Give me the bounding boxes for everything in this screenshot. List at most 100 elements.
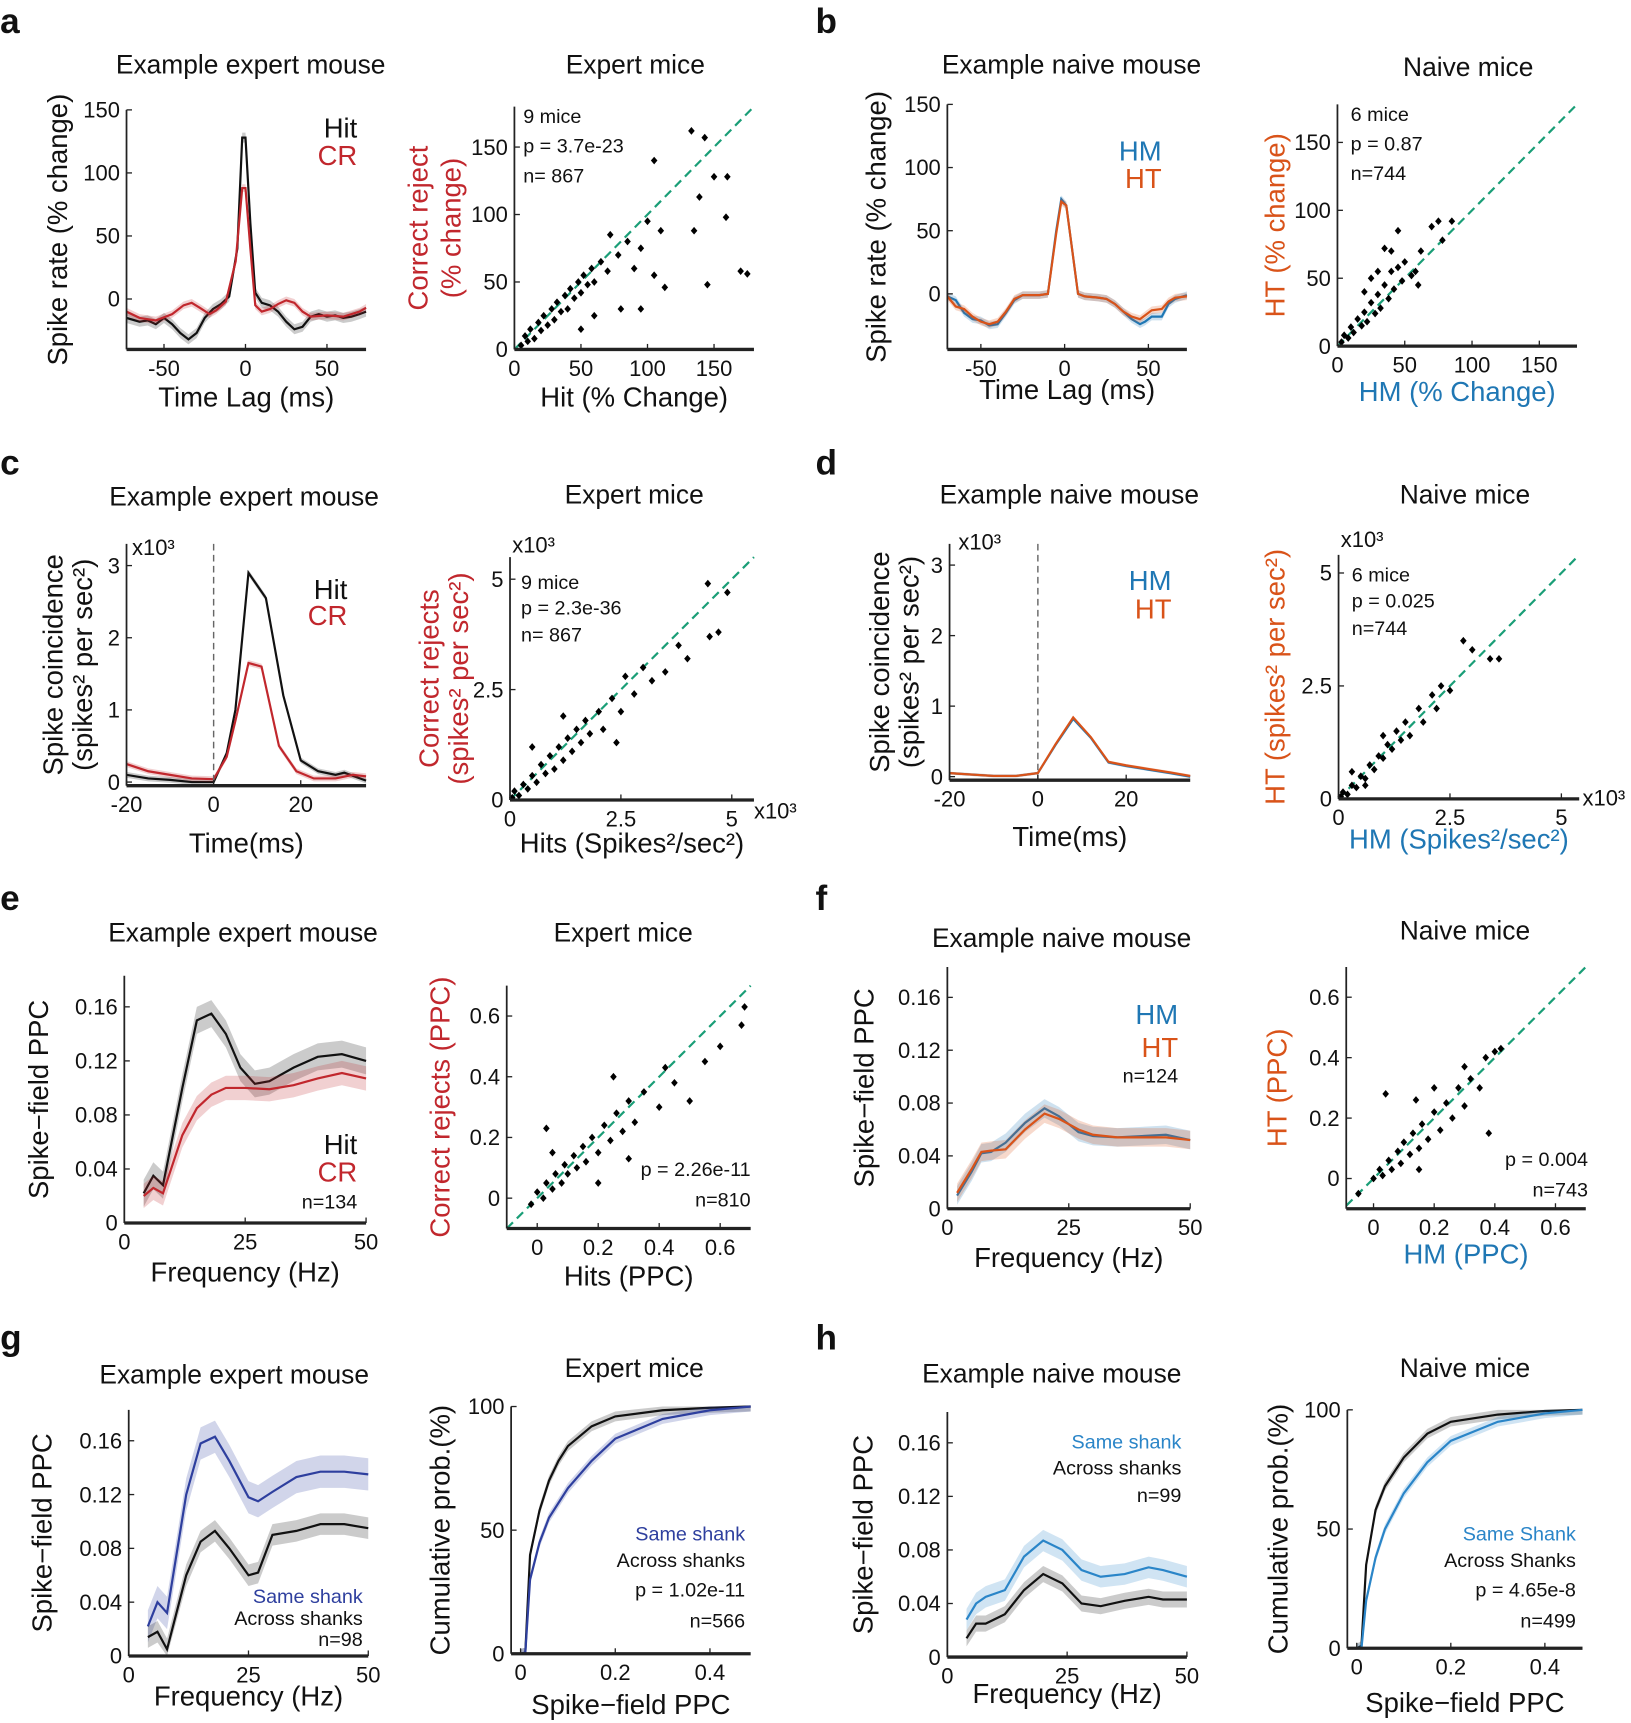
- scatter-point: [1419, 718, 1427, 726]
- y-multiplier: x10³: [512, 533, 555, 558]
- x-tick-label: 50: [354, 1229, 378, 1254]
- scatter-point: [557, 307, 565, 316]
- y-axis-label: Spike−field PPC: [848, 988, 879, 1187]
- unity-line: [505, 984, 752, 1230]
- y-axis-label: Spike−field PPC: [23, 1000, 54, 1199]
- series-line-1: [126, 661, 367, 781]
- scatter-point: [1388, 745, 1396, 754]
- y-axis-label: (spikes² per sec²): [67, 559, 98, 771]
- x-axis-label: Time Lag (ms): [158, 382, 334, 413]
- scatter-point: [688, 127, 695, 135]
- scatter-point: [1417, 247, 1425, 255]
- y-tick-label: 0.04: [898, 1591, 941, 1616]
- scatter-point: [657, 226, 665, 235]
- y-tick-label: 150: [904, 92, 941, 117]
- scatter-point: [1415, 1165, 1423, 1174]
- scatter-point: [524, 337, 532, 346]
- scatter-point: [1443, 1099, 1450, 1107]
- series-line-1: [946, 199, 1188, 326]
- scatter-point: [640, 1088, 648, 1096]
- legend-entry: HM: [1129, 565, 1172, 596]
- scatter-point: [542, 769, 549, 778]
- panel-h1: Example naive mouse 0 25 50 0 0.04 0.08 0.12 0.1…: [847, 1358, 1199, 1709]
- scatter-point: [549, 1148, 556, 1157]
- scatter-point: [1400, 1138, 1408, 1147]
- y-tick-label: 50: [483, 270, 507, 295]
- series-line-0: [146, 1435, 369, 1627]
- y-tick-label: 0: [491, 788, 503, 813]
- series-line-0: [142, 1012, 367, 1194]
- scatter-point: [1371, 309, 1379, 318]
- scatter-point: [1401, 258, 1409, 266]
- y-tick-label: 0.16: [75, 995, 118, 1020]
- x-tick-label: 0: [1332, 805, 1344, 830]
- y-axis-label: Cumulative prob.(%): [1263, 1404, 1294, 1654]
- scatter-point: [1430, 1108, 1438, 1116]
- scatter-point: [671, 1078, 678, 1087]
- y-tick-label: 0: [1327, 1166, 1339, 1191]
- scatter-point: [1353, 783, 1360, 792]
- scatter-point: [1415, 1144, 1423, 1153]
- y-tick-label: 100: [83, 161, 120, 186]
- y-tick-label: 150: [471, 135, 508, 160]
- annotation: p = 4.65e-8: [1475, 1580, 1576, 1602]
- scatter-point: [551, 315, 558, 324]
- annotation: n=124: [1123, 1065, 1179, 1087]
- x-tick-label: -50: [965, 356, 997, 381]
- annotation: p = 2.3e-36: [521, 597, 622, 619]
- error-band-1: [966, 1566, 1187, 1647]
- y-tick-label: 0: [488, 1186, 500, 1211]
- x-tick-label: 0: [504, 806, 516, 831]
- panel-g2: Expert mice 0 0.2 0.4 0 50 100 Spike−field PPC C…: [424, 1353, 751, 1720]
- scatter-point: [701, 133, 709, 142]
- chart-title: Expert mice: [554, 918, 693, 948]
- error-band-0: [966, 1529, 1187, 1631]
- scatter-point: [701, 1057, 709, 1066]
- y-tick-label: 2.5: [473, 677, 504, 702]
- y-tick-label: 3: [931, 553, 943, 578]
- scatter-point: [1379, 1171, 1386, 1180]
- scatter-point: [744, 270, 751, 278]
- scatter-point: [631, 1118, 639, 1127]
- scatter-point: [515, 791, 523, 800]
- scatter-point: [528, 771, 536, 780]
- scatter-point: [706, 632, 713, 641]
- scatter-point: [1406, 1150, 1414, 1159]
- annotation: n=499: [1520, 1610, 1576, 1632]
- x-axis-label: Time(ms): [1012, 821, 1127, 852]
- legend-entry: HT: [1135, 594, 1172, 625]
- panel-d1: Example naive mouse-20 0 200123Time(ms)Spi…: [864, 479, 1199, 852]
- x-multiplier: x10³: [1582, 785, 1625, 810]
- x-tick-label: 2.5: [1435, 805, 1466, 830]
- x-multiplier: x10³: [754, 799, 797, 824]
- x-tick-label: 0.4: [644, 1235, 675, 1260]
- unity-line: [509, 556, 755, 801]
- y-tick-label: 150: [83, 98, 120, 123]
- scatter-point: [590, 311, 598, 320]
- scatter-point: [588, 264, 595, 273]
- y-tick-label: 0: [1319, 334, 1331, 359]
- scatter-point: [1376, 1165, 1383, 1174]
- y-tick-label: 100: [468, 1394, 505, 1419]
- y-tick-label: 0.08: [898, 1538, 941, 1563]
- scatter-point: [1439, 236, 1446, 245]
- scatter-point: [588, 1133, 596, 1142]
- scatter-point: [722, 213, 730, 222]
- legend-entry: Across Shanks: [1444, 1550, 1576, 1572]
- x-tick-label: 0.2: [600, 1660, 631, 1685]
- scatter-point: [1338, 338, 1345, 346]
- scatter-point: [1363, 317, 1371, 326]
- y-tick-label: 5: [1320, 561, 1332, 586]
- panel-letter-g: g: [0, 1318, 21, 1357]
- y-tick-label: 0.4: [1309, 1045, 1340, 1070]
- chart-title: Expert mice: [565, 1353, 704, 1383]
- x-tick-label: 50: [356, 1662, 380, 1687]
- scatter-point: [535, 318, 542, 327]
- scatter-point: [599, 725, 607, 734]
- series-line-0: [1356, 1408, 1583, 1650]
- scatter-point: [686, 1097, 693, 1105]
- panel-letter-a: a: [0, 2, 20, 41]
- scatter-point: [571, 294, 578, 303]
- scatter-point: [704, 280, 711, 289]
- y-tick-label: 0.6: [470, 1004, 501, 1029]
